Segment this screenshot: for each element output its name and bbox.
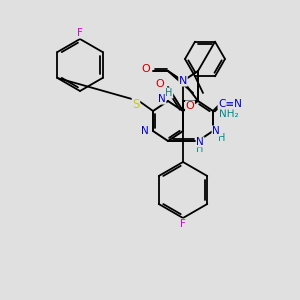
Text: F: F [180,219,186,229]
Text: O: O [156,79,164,89]
Text: S: S [132,98,140,110]
Text: N: N [212,126,220,136]
Text: N: N [179,76,187,86]
Text: N: N [196,137,204,147]
Text: N: N [158,94,166,104]
Text: NH₂: NH₂ [219,109,239,119]
Text: O: O [186,101,194,111]
Text: C≡N: C≡N [218,99,242,109]
Text: H: H [218,133,226,143]
Text: H: H [165,88,173,98]
Text: F: F [77,28,83,38]
Text: N: N [141,126,149,136]
Text: O: O [142,64,150,74]
Text: H: H [196,144,204,154]
